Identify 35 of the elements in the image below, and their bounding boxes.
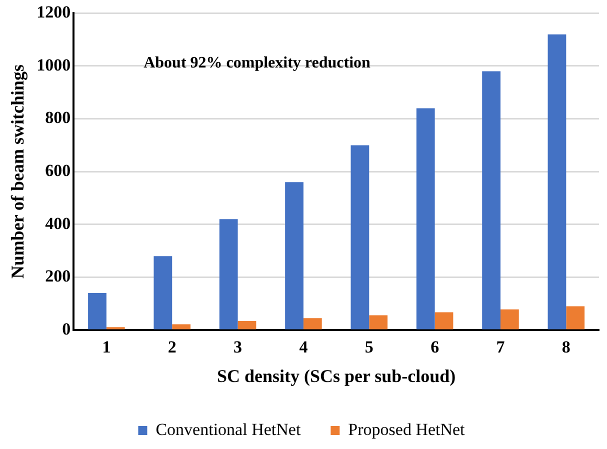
bar bbox=[219, 219, 238, 330]
bar bbox=[285, 182, 304, 330]
y-axis-title: Number of beam switchings bbox=[7, 64, 28, 279]
x-tick-label: 8 bbox=[562, 338, 570, 357]
bar bbox=[303, 318, 322, 330]
bar bbox=[172, 324, 190, 330]
x-tick-label: 3 bbox=[234, 338, 242, 357]
y-tick-label: 600 bbox=[45, 160, 71, 180]
x-tick-label: 5 bbox=[364, 338, 374, 357]
y-tick-label: 400 bbox=[45, 214, 71, 233]
bar bbox=[154, 256, 172, 330]
bar bbox=[350, 145, 370, 330]
bar bbox=[482, 71, 500, 330]
legend-label: Conventional HetNet bbox=[156, 420, 301, 439]
annotation: About 92% complexity reduction bbox=[144, 54, 371, 72]
bar bbox=[88, 293, 106, 330]
bar bbox=[548, 34, 566, 330]
y-tick-label: 200 bbox=[45, 266, 71, 286]
x-tick-label: 6 bbox=[430, 338, 440, 357]
bar bbox=[434, 312, 454, 330]
y-tick-label: 0 bbox=[62, 319, 71, 338]
x-tick-label: 2 bbox=[168, 338, 176, 357]
bar bbox=[369, 315, 388, 330]
x-axis-title: SC density (SCs per sub-cloud) bbox=[216, 366, 456, 386]
x-tick-label: 7 bbox=[496, 338, 506, 357]
bar bbox=[238, 321, 256, 330]
y-tick-label: 1000 bbox=[36, 55, 71, 74]
bar bbox=[500, 309, 519, 330]
x-tick-label: 4 bbox=[299, 338, 308, 357]
y-tick-label: 1200 bbox=[36, 2, 71, 22]
y-tick-label: 800 bbox=[45, 108, 71, 128]
bar bbox=[416, 108, 435, 330]
legend-label: Proposed HetNet bbox=[348, 420, 466, 439]
bar bbox=[566, 306, 585, 330]
x-tick-label: 1 bbox=[102, 338, 111, 357]
